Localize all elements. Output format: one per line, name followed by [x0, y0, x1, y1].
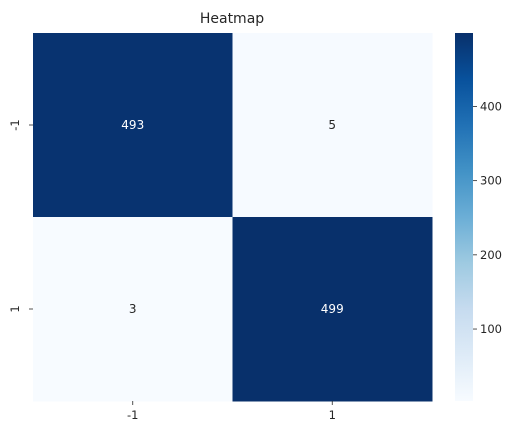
y-tick-label: 1 — [8, 305, 22, 312]
chart-title: Heatmap — [200, 11, 264, 27]
cell-value-label: 499 — [321, 302, 344, 316]
cell-value-label: 3 — [129, 302, 137, 316]
cell-value-label: 5 — [328, 118, 336, 132]
colorbar-tick-label: 100 — [480, 322, 502, 336]
x-tick-label: -1 — [127, 408, 138, 422]
y-tick-label: -1 — [8, 119, 22, 130]
heatmap-cell — [232, 217, 433, 402]
heatmap-cell — [33, 217, 233, 402]
heatmap-cells: 493 5 3 499 — [33, 33, 433, 402]
colorbar-tick-label: 200 — [480, 248, 502, 262]
x-axis: -1 1 — [127, 401, 336, 422]
heatmap-cell — [33, 33, 233, 218]
cell-value-label: 493 — [121, 118, 144, 132]
y-axis: -1 1 — [8, 119, 33, 313]
colorbar-gradient — [455, 33, 473, 401]
x-tick-label: 1 — [329, 408, 336, 422]
colorbar: 100 200 300 400 — [455, 33, 502, 401]
colorbar-tick-label: 300 — [480, 174, 502, 188]
colorbar-tick-label: 400 — [480, 99, 502, 113]
heatmap-cell — [232, 33, 433, 218]
